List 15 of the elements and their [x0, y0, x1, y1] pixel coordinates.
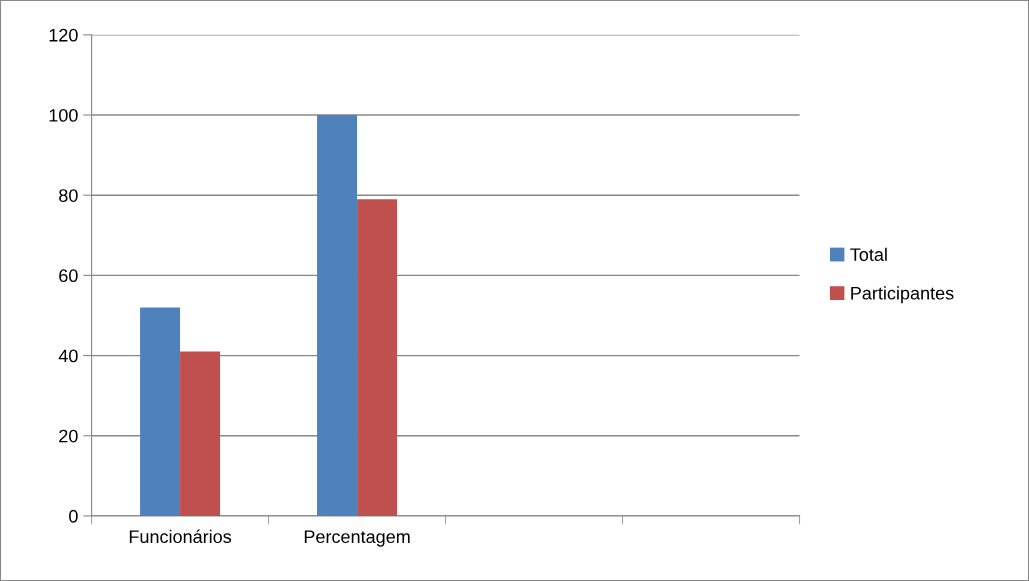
x-tick-label: Percentagem: [304, 530, 410, 547]
y-tick-label: 0: [69, 509, 78, 523]
bar: [180, 351, 221, 516]
y-tick-label: 20: [59, 429, 78, 443]
y-tick-label: 100: [49, 108, 78, 122]
y-tick-label: 40: [58, 349, 78, 363]
legend-label: Total: [850, 247, 887, 261]
x-tick-label: Funcionários: [129, 529, 232, 544]
bar: [357, 199, 398, 516]
y-tick-label: 80: [59, 189, 78, 202]
legend-label: Participantes: [851, 286, 954, 304]
bar: [317, 115, 358, 516]
bar: [140, 307, 181, 516]
y-tick-label: 120: [49, 28, 78, 42]
y-tick-label: 60: [59, 269, 78, 283]
